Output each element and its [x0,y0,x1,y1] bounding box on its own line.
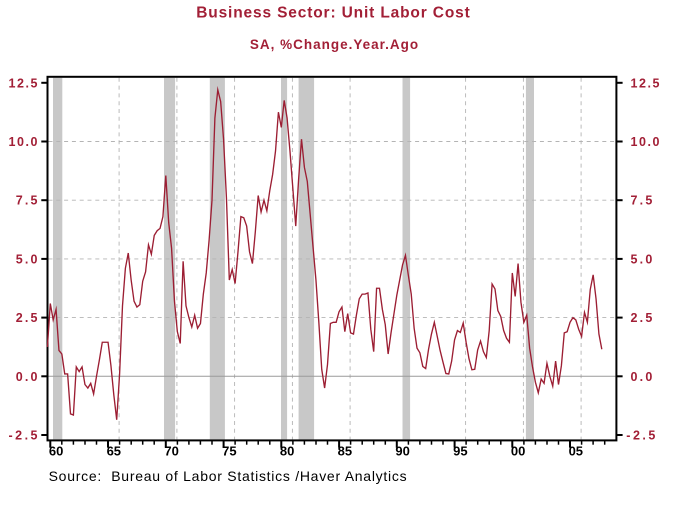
svg-text:12.5: 12.5 [9,76,38,90]
svg-text:85: 85 [338,444,352,459]
svg-text:80: 80 [280,444,294,459]
svg-text:05: 05 [569,444,583,459]
svg-text:95: 95 [453,444,467,459]
svg-text:70: 70 [164,444,178,459]
svg-text:7.5: 7.5 [16,194,38,208]
svg-text:2.5: 2.5 [16,311,38,325]
svg-text:75: 75 [222,444,236,459]
svg-text:7.5: 7.5 [631,194,653,208]
svg-text:00: 00 [511,444,525,459]
svg-text:90: 90 [395,444,409,459]
svg-text:SA, %Change.Year.Ago: SA, %Change.Year.Ago [250,37,418,52]
svg-text:60: 60 [49,444,63,459]
svg-text:65: 65 [107,444,121,459]
svg-text:Source: Bureau of Labor Stati: Source: Bureau of Labor Statistics /Have… [49,468,407,484]
svg-text:5.0: 5.0 [631,252,653,266]
svg-text:10.0: 10.0 [631,135,660,149]
svg-text:2.5: 2.5 [631,311,653,325]
svg-text:10.0: 10.0 [9,135,38,149]
svg-text:0.0: 0.0 [631,370,653,384]
svg-text:12.5: 12.5 [631,76,660,90]
svg-text:0.0: 0.0 [16,370,38,384]
svg-text:Business Sector: Unit Labor Co: Business Sector: Unit Labor Cost [196,5,470,22]
svg-text:5.0: 5.0 [16,252,38,266]
